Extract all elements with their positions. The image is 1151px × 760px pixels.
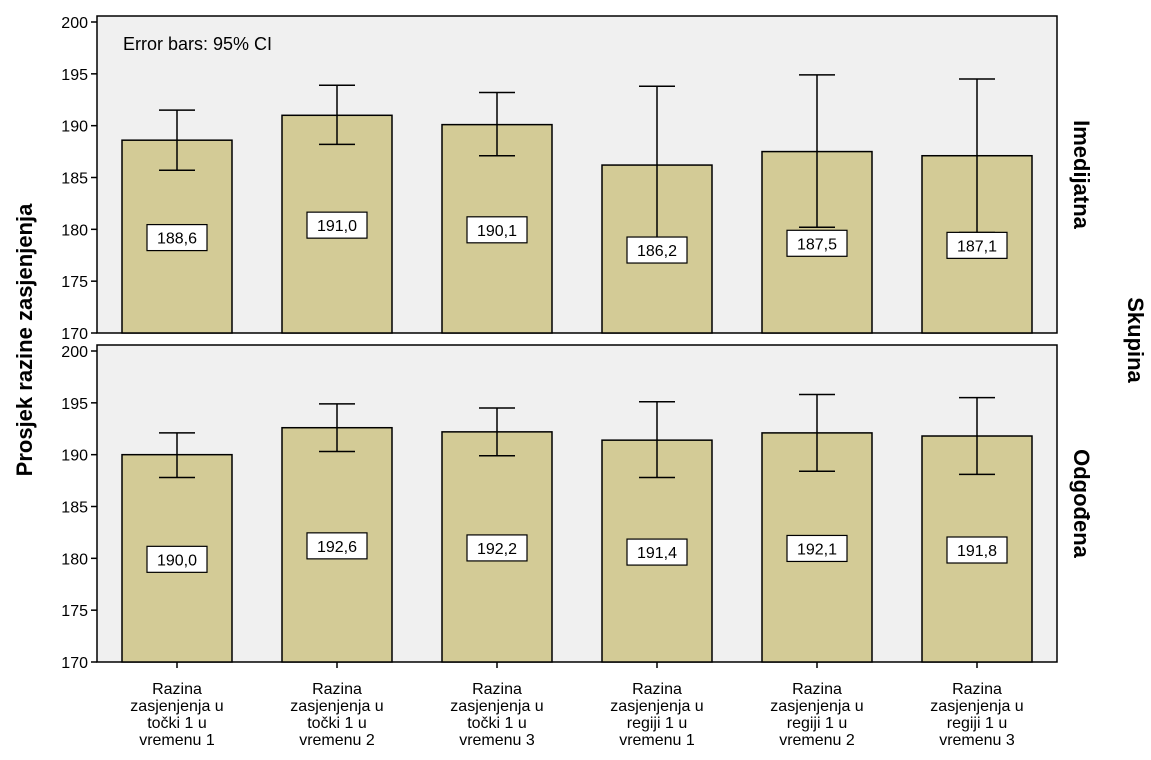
data-label-box: [946, 231, 1008, 259]
data-label-box: [466, 216, 528, 244]
data-label: 187,5: [797, 236, 837, 253]
x-tick-label-line: zasjenjenja u: [130, 698, 223, 715]
data-label: 191,0: [317, 218, 357, 235]
x-tick-label-line: Razina: [632, 681, 682, 698]
x-tick-label-line: vremenu 1: [139, 732, 215, 749]
x-tick-label-line: točki 1 u: [147, 715, 207, 732]
data-label-box: [946, 536, 1008, 564]
data-label-box: [306, 211, 368, 239]
y-tick-label: 175: [61, 603, 88, 620]
y-tick-label: 180: [61, 222, 88, 239]
x-tick-label-line: Razina: [952, 681, 1002, 698]
panel-label: Odgođena: [1069, 449, 1094, 559]
x-tick-label-line: zasjenjenja u: [770, 698, 863, 715]
data-label: 192,6: [317, 539, 357, 556]
panel-0: 170 175 180 185 190 195 200 188,6 191,0 190,1 186,…: [61, 15, 1094, 343]
category-labels: Razina zasjenjenja u točki 1 u vremenu 1Raz…: [130, 662, 1024, 749]
y-tick-label: 195: [61, 396, 88, 413]
panel-background: [96, 344, 1058, 663]
x-tick-label: Razina zasjenjenja u regiji 1 u vremenu 3: [930, 681, 1023, 749]
data-label: 188,6: [157, 231, 197, 248]
y-tick-label: 170: [61, 326, 88, 343]
y-tick-label: 195: [61, 67, 88, 84]
data-label: 186,2: [637, 243, 677, 260]
data-label: 191,4: [637, 545, 677, 562]
x-tick-label: Razina zasjenjenja u regiji 1 u vremenu 2: [770, 681, 863, 749]
data-label-box: [306, 532, 368, 560]
panel-background: [96, 15, 1058, 334]
x-tick-label: Razina zasjenjenja u regiji 1 u vremenu 1: [610, 681, 703, 749]
x-tick-label-line: zasjenjenja u: [450, 698, 543, 715]
y-axis-title: Prosjek razine zasjenjenja: [12, 203, 37, 476]
data-label: 190,0: [157, 552, 197, 569]
x-tick-label-line: Razina: [312, 681, 362, 698]
data-label-box: [146, 223, 208, 252]
panel-label: Imedijatna: [1069, 120, 1094, 230]
x-tick-label-line: vremenu 1: [619, 732, 695, 749]
x-tick-label-line: regiji 1 u: [947, 715, 1007, 732]
data-label-box: [146, 545, 208, 573]
data-label: 187,1: [957, 238, 997, 255]
x-tick-label-line: regiji 1 u: [627, 715, 687, 732]
x-tick-label-line: točki 1 u: [467, 715, 527, 732]
x-tick-label-line: vremenu 3: [459, 732, 535, 749]
data-label-box: [786, 229, 848, 257]
bar: [121, 453, 233, 663]
chart-panels: 170 175 180 185 190 195 200 188,6 191,0 190,1 186,…: [61, 15, 1094, 672]
x-tick-label: Razina zasjenjenja u točki 1 u vremenu 1: [130, 681, 223, 749]
x-tick-label-line: vremenu 2: [299, 732, 375, 749]
x-tick-label-line: vremenu 2: [779, 732, 855, 749]
y-tick-label: 200: [61, 344, 88, 361]
y-tick-label: 185: [61, 500, 88, 517]
x-tick-label-line: vremenu 3: [939, 732, 1015, 749]
y-tick-label: 190: [61, 448, 88, 465]
data-label-box: [786, 534, 848, 563]
data-label: 190,1: [477, 223, 517, 240]
x-tick-label-line: regiji 1 u: [787, 715, 847, 732]
x-tick-label-line: zasjenjenja u: [930, 698, 1023, 715]
y-tick-label: 185: [61, 171, 88, 188]
x-tick-label-line: Razina: [472, 681, 522, 698]
x-tick-label-line: Razina: [152, 681, 202, 698]
data-label: 192,1: [797, 541, 837, 558]
data-label-box: [626, 538, 688, 566]
data-label-box: [466, 534, 528, 562]
error-bar-note: Error bars: 95% CI: [123, 34, 272, 54]
data-label: 192,2: [477, 541, 517, 558]
x-tick-label: Razina zasjenjenja u točki 1 u vremenu 3: [450, 681, 543, 749]
facet-title: Skupina: [1123, 297, 1148, 383]
y-tick-label: 175: [61, 274, 88, 291]
y-tick-label: 180: [61, 551, 88, 568]
x-tick-label-line: točki 1 u: [307, 715, 367, 732]
y-tick-label: 200: [61, 15, 88, 32]
x-tick-label-line: zasjenjenja u: [610, 698, 703, 715]
x-tick-label-line: Razina: [792, 681, 842, 698]
data-label-box: [626, 236, 688, 264]
x-tick-label-line: zasjenjenja u: [290, 698, 383, 715]
y-tick-label: 190: [61, 119, 88, 136]
y-tick-label: 170: [61, 655, 88, 672]
data-label: 191,8: [957, 543, 997, 560]
x-tick-label: Razina zasjenjenja u točki 1 u vremenu 2: [290, 681, 383, 749]
panel-1: 170 175 180 185 190 195 200 190,0 192,6 192,2 191,…: [61, 344, 1094, 672]
bar: [441, 123, 553, 334]
